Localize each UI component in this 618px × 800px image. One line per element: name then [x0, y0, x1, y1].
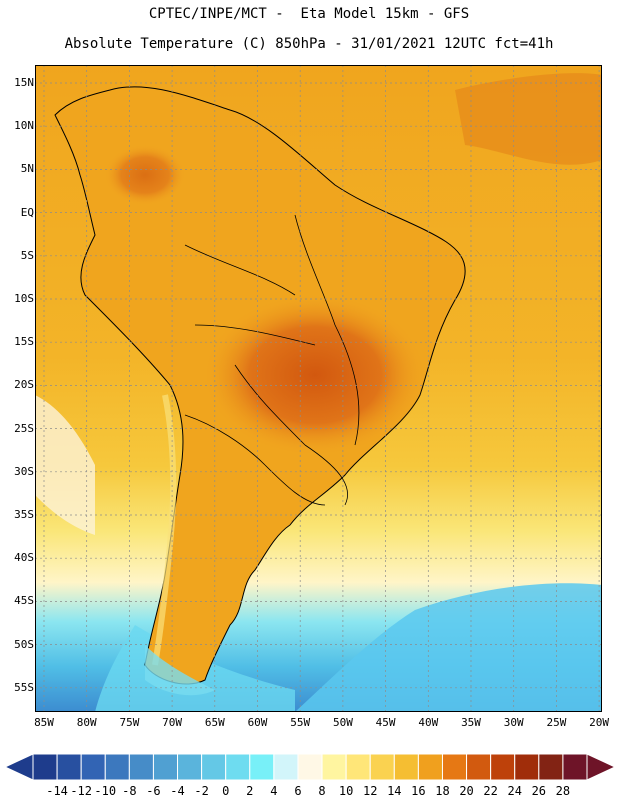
colorbar-tick: -12 [70, 784, 93, 798]
colorbar-swatch [32, 753, 58, 781]
hot-core-2 [105, 145, 185, 205]
lat-label: 30S [14, 464, 34, 478]
colorbar-tick: 4 [270, 784, 278, 798]
lat-label: EQ [20, 205, 34, 219]
colorbar-swatch [417, 753, 443, 781]
colorbar-swatch [393, 753, 419, 781]
colorbar-swatch [273, 753, 299, 781]
colorbar-swatch [225, 753, 251, 781]
colorbar-swatch [152, 753, 179, 781]
lat-label: 5N [20, 162, 34, 176]
colorbar-tick: 6 [294, 784, 302, 798]
colorbar-swatch [128, 753, 154, 781]
lat-label: 50S [14, 637, 34, 651]
colorbar-swatch [562, 753, 588, 781]
colorbar-tick: -10 [94, 784, 117, 798]
colorbar-swatch [201, 753, 227, 781]
lon-label: 40W [418, 716, 439, 729]
warm-atlantic-band [455, 73, 602, 165]
colorbar-swatch [321, 753, 347, 781]
lat-label: 15S [14, 335, 34, 349]
colorbar-swatch [80, 753, 106, 781]
lat-label: 35S [14, 508, 34, 521]
lon-label: 85W [34, 716, 54, 729]
colorbar-tick: -14 [46, 784, 68, 798]
lat-label: 40S [14, 551, 34, 565]
colorbar-swatch [466, 753, 492, 781]
lon-label: 50W [332, 716, 353, 729]
hot-core [205, 295, 425, 455]
lon-label: 60W [247, 716, 268, 729]
colorbar-tick: 18 [435, 784, 450, 798]
colorbar-tick: 24 [507, 784, 522, 798]
colorbar-tick: 2 [246, 784, 254, 798]
colorbar-swatch [177, 753, 203, 781]
colorbar-tick: 26 [531, 784, 547, 798]
temperature-map [35, 65, 602, 712]
lon-label: 35W [461, 716, 481, 729]
colorbar-tick: 20 [459, 784, 474, 798]
colorbar-tick: 10 [338, 784, 354, 798]
lon-label: 80W [76, 716, 97, 729]
colorbar-swatch [104, 753, 130, 781]
colorbar-tick: 16 [411, 784, 426, 798]
title-line-1: CPTEC/INPE/MCT - Eta Model 15km - GFS [148, 6, 470, 22]
lon-label: 30W [503, 716, 524, 729]
lat-label: 25S [14, 421, 34, 435]
colorbar-low-arrow [5, 753, 34, 781]
colorbar-swatch [249, 753, 275, 781]
colorbar-swatch [297, 753, 323, 781]
lat-label: 5S [20, 248, 34, 262]
colorbar-tick: -4 [170, 784, 185, 798]
lon-label: 70W [162, 716, 183, 729]
colorbar-swatch [345, 753, 371, 781]
colorbar-tick: -6 [146, 784, 161, 798]
colorbar-swatch [538, 753, 564, 781]
map-frame [35, 65, 602, 712]
colorbar-tick: 28 [555, 784, 571, 798]
colorbar-swatch [514, 753, 540, 781]
lon-label: 45W [375, 716, 396, 729]
andes-cool [152, 394, 177, 666]
title-line-2: Absolute Temperature (C) 850hPa - 31/01/… [64, 36, 554, 52]
lon-label: 55W [290, 716, 311, 729]
lon-label: 20W [589, 716, 610, 729]
colorbar-swatch [369, 753, 395, 781]
colorbar-tick: 8 [318, 784, 326, 798]
lon-label: 75W [119, 716, 140, 729]
lat-label: 55S [14, 680, 34, 694]
cold-south-atlantic [295, 583, 602, 712]
colorbar-swatch [56, 753, 82, 781]
lon-label: 65W [204, 716, 225, 729]
colorbar-tick: 12 [362, 784, 378, 798]
lat-label: 15N [14, 76, 34, 89]
colorbar-high-arrow [586, 753, 615, 781]
country-borders [184, 214, 360, 506]
colorbar-swatch [441, 753, 468, 781]
cool-pacific-strip [35, 395, 95, 535]
patagonia-cold [145, 645, 215, 696]
colorbar-tick: -2 [194, 784, 209, 798]
colorbar-tick: 14 [387, 784, 402, 798]
colorbar-tick: -8 [122, 784, 137, 798]
lat-label: 10N [14, 119, 34, 133]
lat-label: 45S [14, 594, 34, 608]
colorbar-tick: 22 [483, 784, 498, 798]
lon-label: 25W [546, 716, 567, 729]
colorbar-tick: 0 [222, 784, 230, 798]
lat-label: 10S [14, 292, 34, 305]
colorbar [5, 753, 615, 781]
lat-label: 20S [14, 378, 34, 392]
colorbar-swatch [490, 753, 516, 781]
